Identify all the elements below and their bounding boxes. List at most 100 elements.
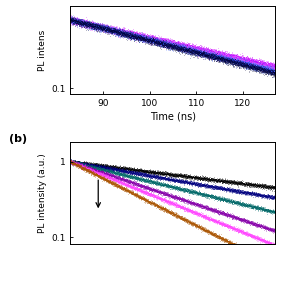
Point: [90, 166, 94, 171]
Point: [80, 24, 84, 28]
Point: [180, 44, 185, 49]
Point: [261, 194, 266, 199]
Point: [92, 164, 96, 169]
Point: [182, 44, 187, 49]
Point: [169, 40, 173, 45]
Point: [115, 178, 120, 183]
Point: [101, 24, 105, 29]
Point: [89, 171, 94, 175]
Point: [111, 29, 115, 34]
Point: [87, 164, 92, 168]
Point: [143, 40, 147, 44]
Point: [264, 226, 269, 230]
Point: [117, 174, 121, 179]
Point: [217, 186, 221, 190]
Point: [137, 195, 141, 199]
Point: [257, 64, 262, 68]
Point: [71, 15, 76, 20]
Point: [73, 21, 77, 26]
Point: [178, 47, 183, 51]
Point: [108, 166, 112, 170]
Point: [113, 29, 117, 34]
Point: [222, 56, 226, 61]
Point: [74, 161, 79, 166]
Point: [182, 180, 186, 185]
Point: [255, 64, 259, 69]
Point: [255, 63, 260, 67]
Point: [237, 56, 242, 60]
Point: [113, 28, 117, 32]
Point: [242, 60, 246, 65]
Point: [230, 226, 235, 230]
Point: [91, 168, 96, 173]
Point: [89, 22, 94, 27]
Point: [107, 27, 112, 32]
Point: [232, 200, 236, 204]
Point: [198, 190, 202, 194]
Point: [69, 159, 74, 164]
Point: [209, 50, 213, 54]
Point: [94, 24, 98, 29]
Point: [231, 200, 235, 204]
Point: [206, 47, 210, 52]
Point: [221, 55, 226, 59]
Point: [192, 47, 197, 52]
Point: [94, 168, 99, 173]
Point: [114, 29, 118, 34]
Point: [268, 64, 273, 69]
Point: [165, 200, 169, 205]
Point: [103, 27, 108, 31]
Point: [244, 63, 249, 68]
Point: [119, 171, 123, 175]
Point: [124, 29, 128, 34]
Point: [128, 181, 132, 185]
Point: [176, 44, 180, 49]
Point: [234, 54, 238, 58]
Point: [139, 183, 143, 187]
Point: [129, 185, 134, 189]
Point: [127, 183, 131, 187]
Point: [172, 173, 177, 178]
Point: [229, 212, 234, 217]
Point: [258, 65, 262, 69]
Point: [232, 225, 236, 229]
Point: [113, 184, 117, 188]
Point: [212, 55, 217, 60]
Point: [83, 166, 87, 171]
Point: [151, 37, 156, 41]
Point: [121, 36, 126, 40]
Point: [273, 195, 278, 199]
Point: [132, 183, 137, 187]
Point: [249, 62, 254, 67]
Point: [174, 44, 178, 49]
Point: [133, 175, 138, 180]
Point: [80, 162, 84, 166]
Point: [79, 19, 83, 23]
Point: [84, 21, 89, 26]
Point: [90, 23, 94, 28]
Point: [256, 237, 261, 241]
Point: [127, 30, 132, 35]
Point: [74, 21, 79, 25]
Point: [225, 58, 229, 62]
Point: [102, 24, 107, 29]
Point: [171, 173, 175, 178]
Point: [261, 237, 266, 242]
Point: [272, 71, 277, 76]
Point: [70, 18, 75, 22]
Point: [217, 195, 221, 199]
Point: [148, 41, 152, 46]
Point: [217, 53, 222, 58]
Point: [90, 26, 95, 30]
Point: [127, 167, 132, 172]
Point: [77, 160, 81, 165]
Point: [81, 167, 86, 171]
Point: [235, 58, 239, 63]
Point: [120, 30, 125, 34]
Point: [201, 52, 206, 56]
Point: [115, 184, 119, 189]
Point: [182, 46, 187, 51]
Point: [137, 176, 141, 181]
Point: [123, 177, 127, 181]
Point: [119, 28, 124, 32]
